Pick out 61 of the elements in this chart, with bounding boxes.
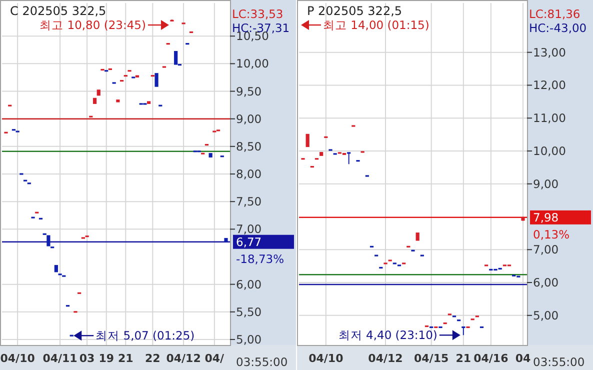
x-tick-label: 04/16 [474, 352, 509, 365]
y-tick-label: 10,00 [236, 56, 269, 71]
x-tick-label: 22 [145, 352, 160, 365]
text: 03:55:00 [236, 355, 288, 370]
y-tick-label: 7,00 [533, 242, 559, 257]
candlestick [96, 90, 100, 96]
chart-title: P 202505 322,5 [307, 4, 402, 18]
y-tick-label: 5,50 [236, 304, 262, 319]
candlestick [320, 152, 324, 156]
chart-title: C 202505 322,5 [10, 4, 106, 18]
y-tick-label: 12,00 [533, 78, 566, 92]
annotation: 최저 4,40 (23:10) [338, 328, 438, 342]
text: LC:81,36 [529, 7, 580, 22]
candlestick [174, 50, 178, 65]
y-tick-label: 9,00 [236, 112, 262, 126]
x-tick-label: 21 [456, 352, 472, 365]
text: HC:-43,00 [529, 21, 587, 36]
candlestick [154, 73, 158, 87]
x-tick-label: 03 [79, 352, 95, 365]
y-tick-label: 7,00 [236, 222, 262, 236]
ref-line-label: 7,98 [533, 210, 559, 224]
x-tick-label: 04/12 [166, 352, 201, 365]
candlestick [306, 134, 310, 148]
x-tick-label: 04/15 [414, 352, 449, 365]
candlestick [54, 265, 58, 272]
candlestick [116, 100, 120, 102]
y-tick-label: 6,00 [236, 277, 262, 292]
text: 0,13% [533, 227, 570, 242]
y-tick-label: 8,00 [236, 167, 262, 182]
x-tick-label: 04/10 [0, 352, 36, 365]
y-tick-label: 13,00 [533, 45, 566, 60]
y-tick-label: 7,50 [236, 194, 262, 209]
candlestick [147, 101, 151, 104]
y-tick-label: 6,00 [533, 276, 559, 290]
annotation: 최저 5,07 (01:25) [96, 328, 195, 343]
text: 03:55:00 [533, 355, 585, 370]
candlestick [224, 238, 228, 242]
annotation: 최고 14,00 (01:15) [323, 18, 430, 32]
text: LC:33,53 [232, 7, 284, 22]
candlestick [92, 98, 97, 104]
y-tick-label: 10,00 [533, 144, 566, 158]
x-tick-label: 04/10 [308, 352, 344, 365]
y-tick-label: 11,00 [533, 111, 566, 126]
x-tick-label: 04 [515, 352, 531, 365]
ref-line-label: 6,77 [236, 234, 262, 249]
x-tick-label: 04/11 [42, 352, 78, 365]
x-tick-label: 04/12 [368, 352, 403, 365]
y-tick-label: 5,00 [236, 332, 262, 347]
y-tick-label: 9,00 [533, 176, 559, 191]
x-tick-label: 21 [118, 352, 134, 365]
candlestick [346, 152, 352, 165]
candlestick [416, 232, 420, 241]
y-tick-label: 9,50 [236, 84, 262, 98]
candlestick [208, 153, 212, 158]
y-tick-label: 8,50 [236, 139, 262, 154]
x-tick-label: 04/ [204, 352, 226, 365]
x-tick-label: 19 [98, 352, 114, 365]
annotation: 최고 10,80 (23:45) [40, 18, 146, 32]
text: -18,73% [236, 252, 284, 266]
y-tick-label: 5,00 [533, 308, 559, 322]
candlestick [46, 235, 50, 246]
